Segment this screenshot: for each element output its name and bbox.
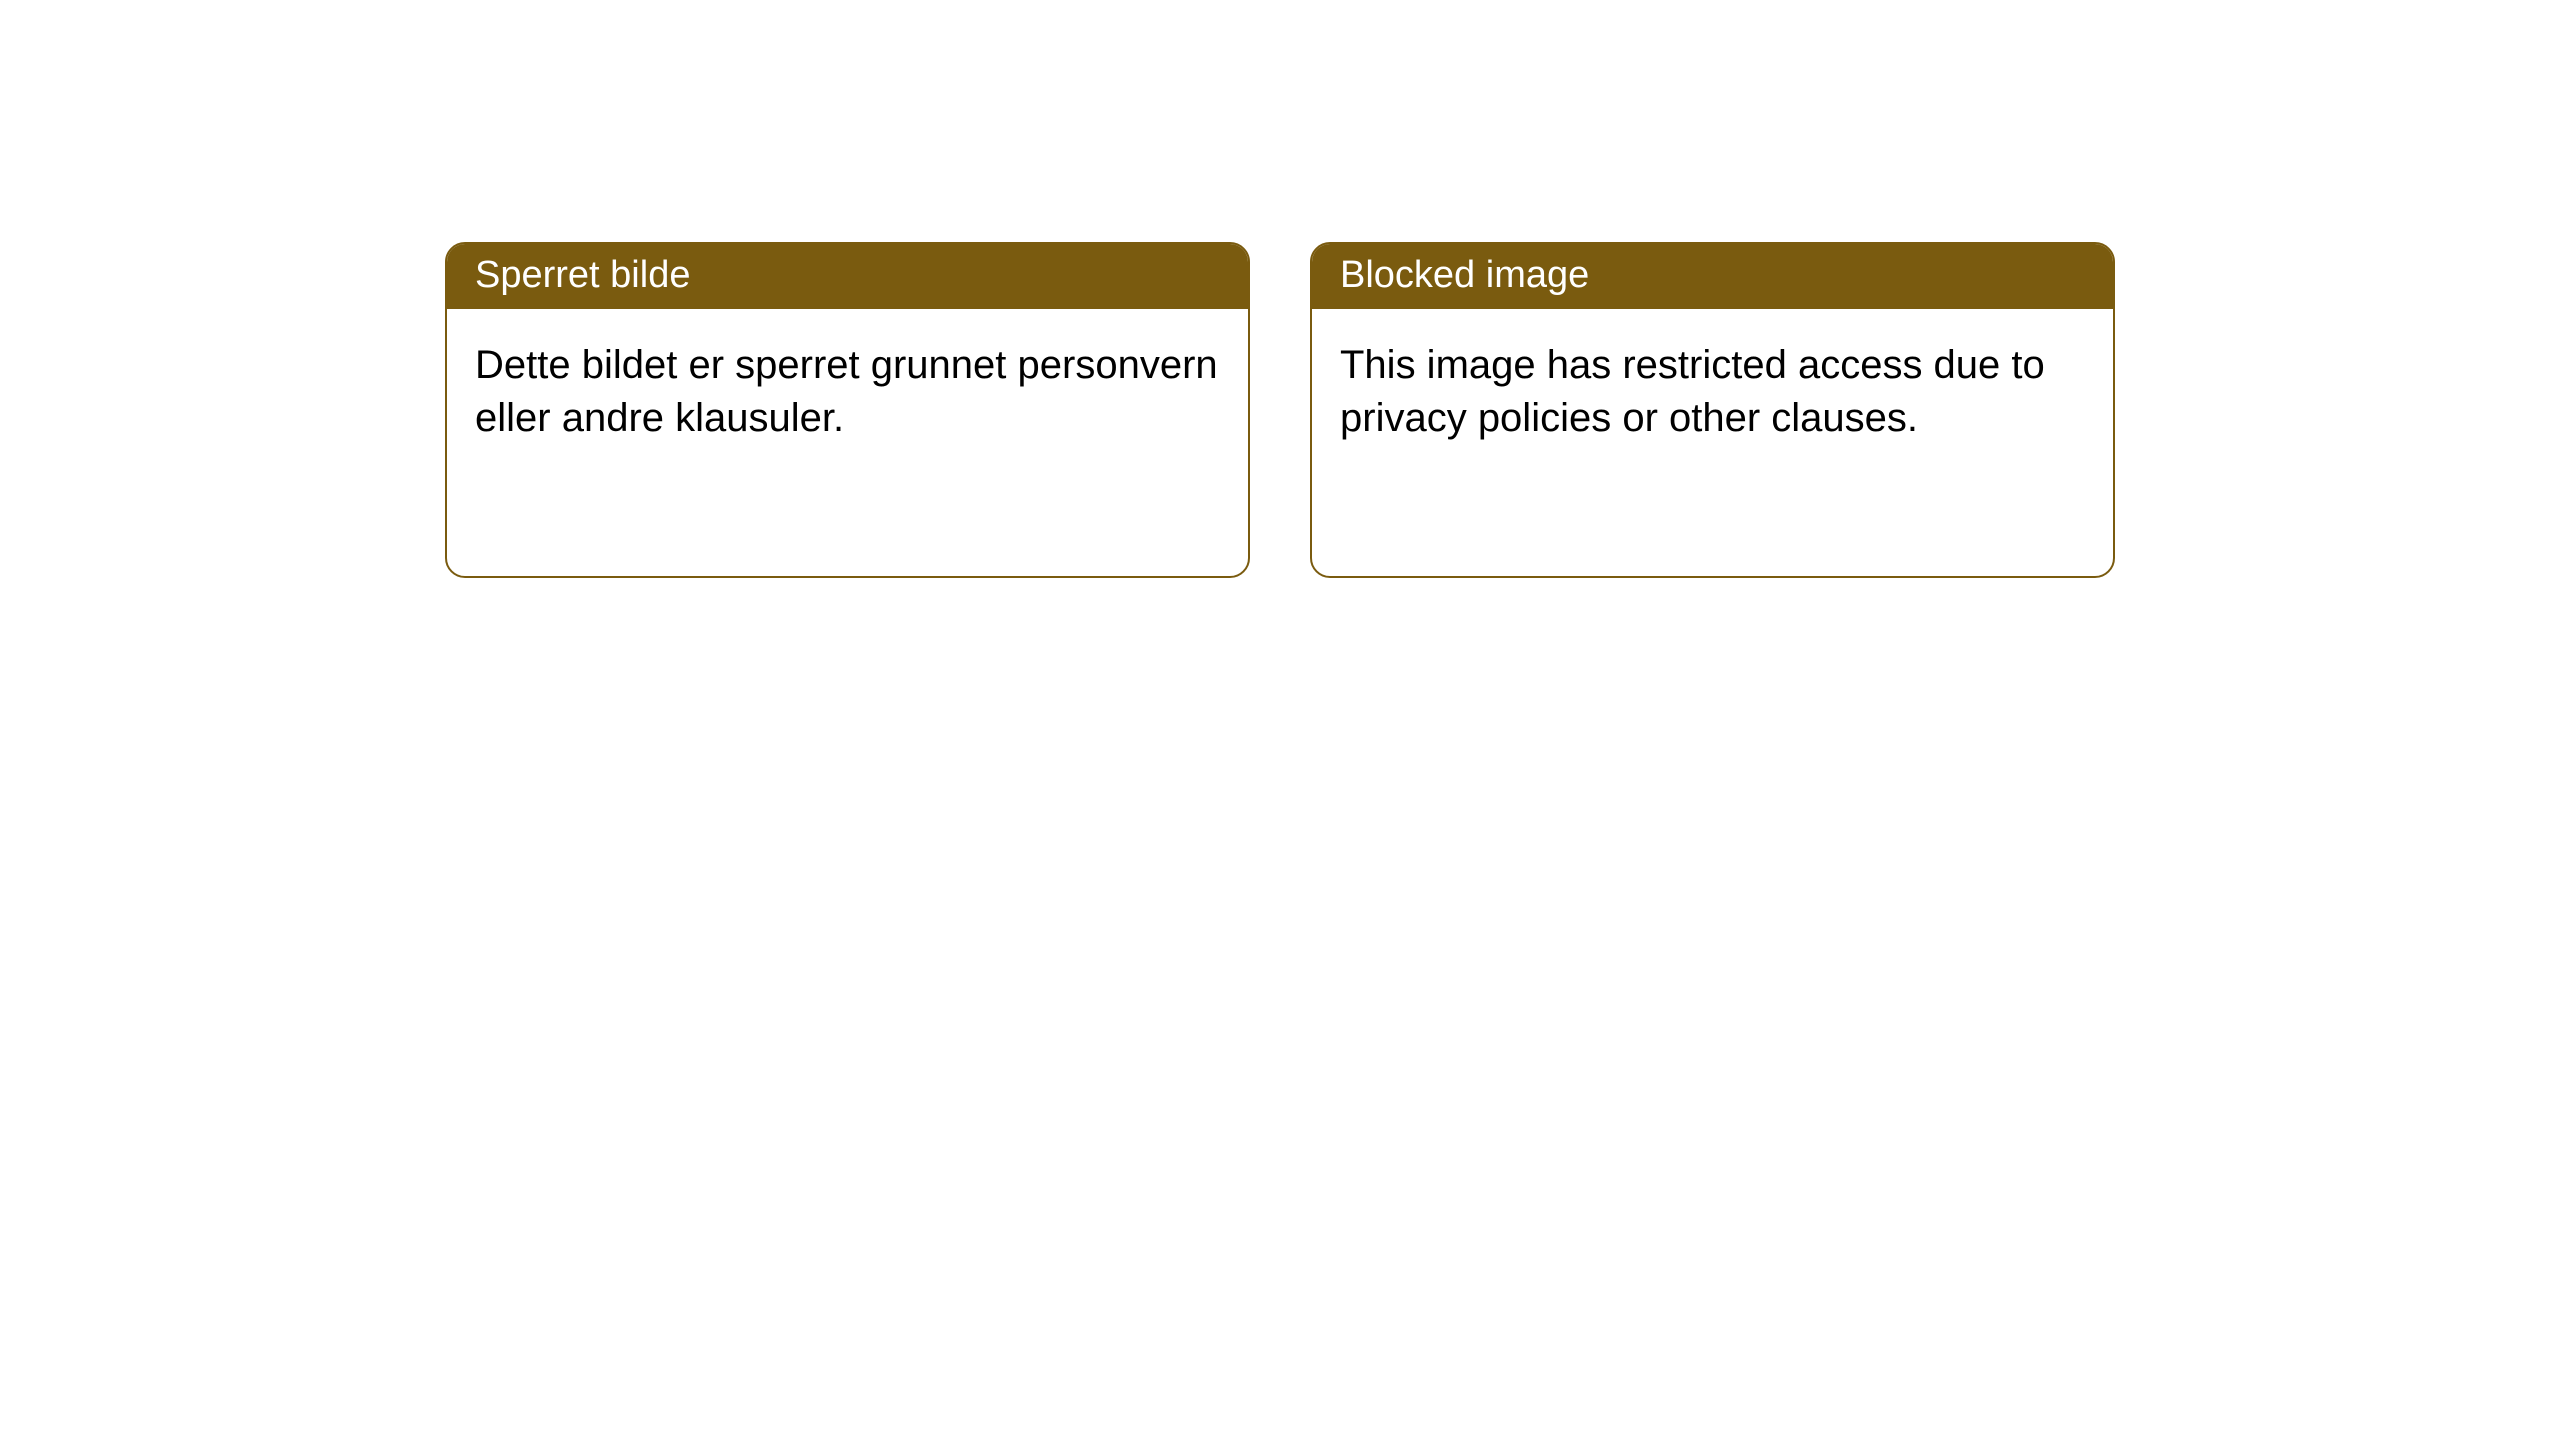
card-body-text: This image has restricted access due to … <box>1312 309 2113 475</box>
card-title: Blocked image <box>1312 244 2113 309</box>
notice-card-norwegian: Sperret bilde Dette bildet er sperret gr… <box>445 242 1250 578</box>
notice-card-english: Blocked image This image has restricted … <box>1310 242 2115 578</box>
card-body-text: Dette bildet er sperret grunnet personve… <box>447 309 1248 475</box>
card-title: Sperret bilde <box>447 244 1248 309</box>
notice-card-container: Sperret bilde Dette bildet er sperret gr… <box>445 242 2560 578</box>
